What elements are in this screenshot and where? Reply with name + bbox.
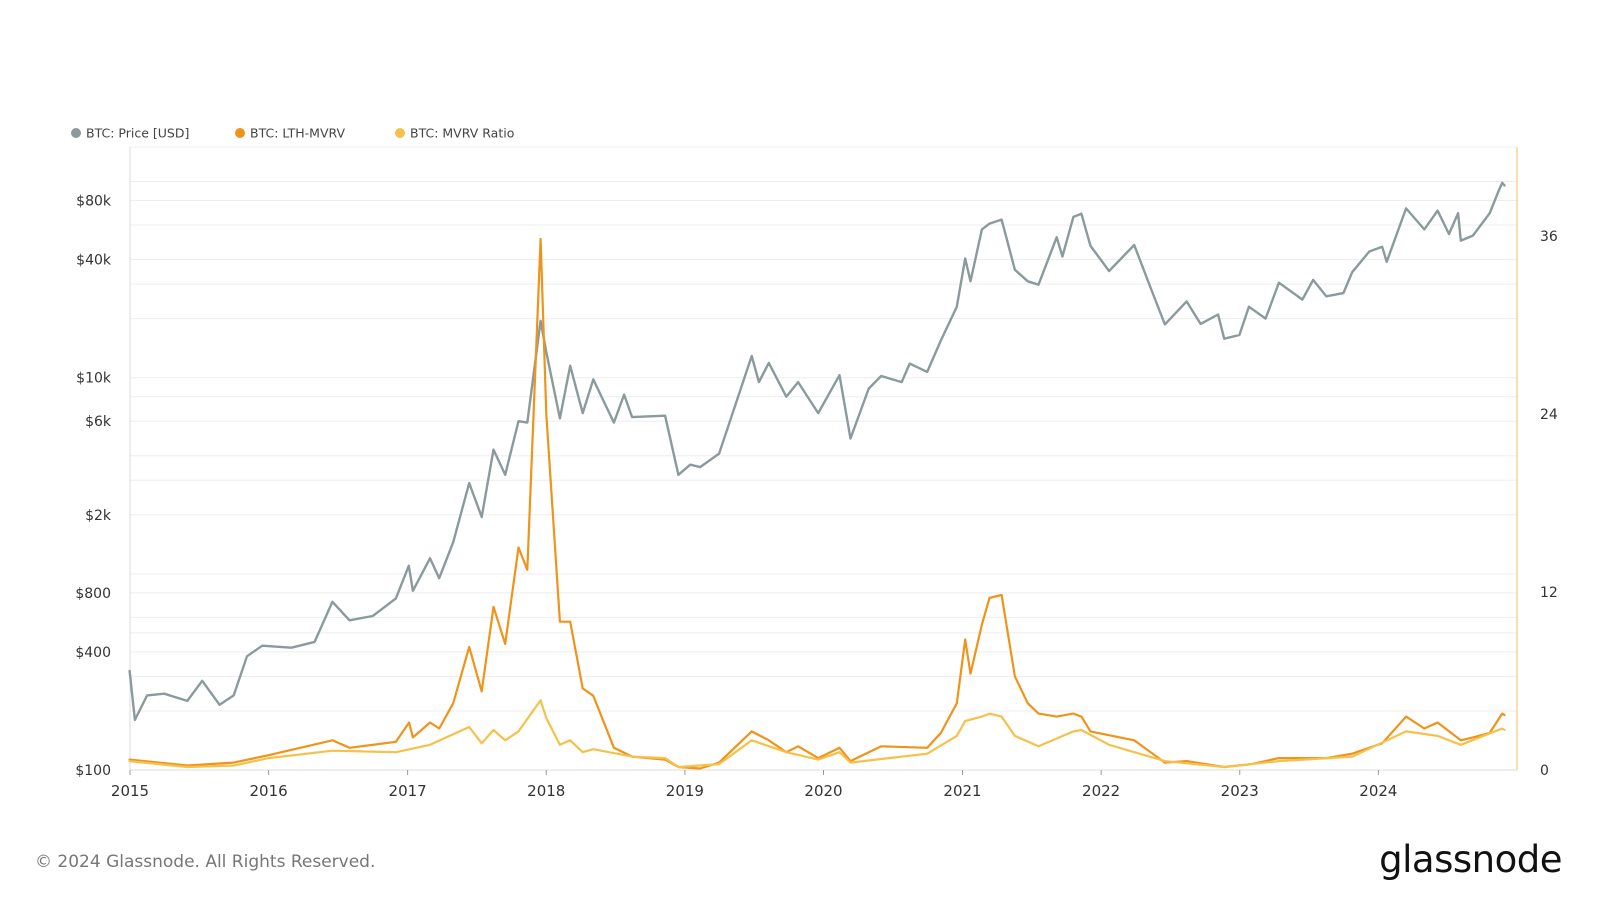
legend-marker [395,128,405,138]
glassnode-logo: glassnode [1379,838,1562,881]
x-tick-label: 2018 [527,782,565,800]
legend-label: BTC: MVRV Ratio [410,126,514,141]
series-line-3 [128,699,1506,769]
x-tick-label: 2015 [111,782,149,800]
legend-item-2[interactable]: BTC: LTH-MVRV [235,126,346,141]
legend-marker [71,128,81,138]
x-tick-label: 2023 [1221,782,1259,800]
y-right-tick-label: 36 [1540,229,1558,245]
y-left-tick-label: $2k [85,508,112,524]
legend-label: BTC: LTH-MVRV [250,126,346,141]
y-left-tick-label: $10k [76,371,112,387]
grid-lines [130,181,1517,771]
y-right-tick-label: 0 [1540,763,1549,779]
legend-item-3[interactable]: BTC: MVRV Ratio [395,126,514,141]
x-tick-label: 2024 [1359,782,1397,800]
legend-label: BTC: Price [USD] [86,126,189,141]
copyright-text: © 2024 Glassnode. All Rights Reserved. [35,852,376,872]
x-tick-label: 2017 [389,782,427,800]
y-left-tick-label: $80k [76,194,112,210]
y-left-tick-label: $800 [75,586,111,602]
y-left-tick-label: $100 [75,763,111,779]
legend[interactable]: BTC: Price [USD] BTC: LTH-MVRV BTC: MVRV R… [71,126,514,141]
series-layer [128,181,1506,770]
x-tick-label: 2022 [1082,782,1120,800]
axes [129,146,1518,771]
tick-labels: $100 $400 $800 $2k $6k $10k $40k $80k 0 12 24 36 201… [75,194,1558,800]
series-line-1 [128,181,1506,722]
x-tick-label: 2016 [250,782,288,800]
legend-marker [235,128,245,138]
y-left-tick-label: $6k [85,414,112,430]
x-tick-label: 2019 [666,782,704,800]
series-line-2 [128,237,1506,770]
y-right-tick-label: 12 [1540,585,1558,601]
x-tick-label: 2021 [943,782,981,800]
y-right-tick-label: 24 [1540,407,1558,423]
y-left-tick-label: $400 [75,645,111,661]
legend-item-1[interactable]: BTC: Price [USD] [71,126,189,141]
y-left-tick-label: $40k [76,253,112,269]
x-tick-label: 2020 [804,782,842,800]
